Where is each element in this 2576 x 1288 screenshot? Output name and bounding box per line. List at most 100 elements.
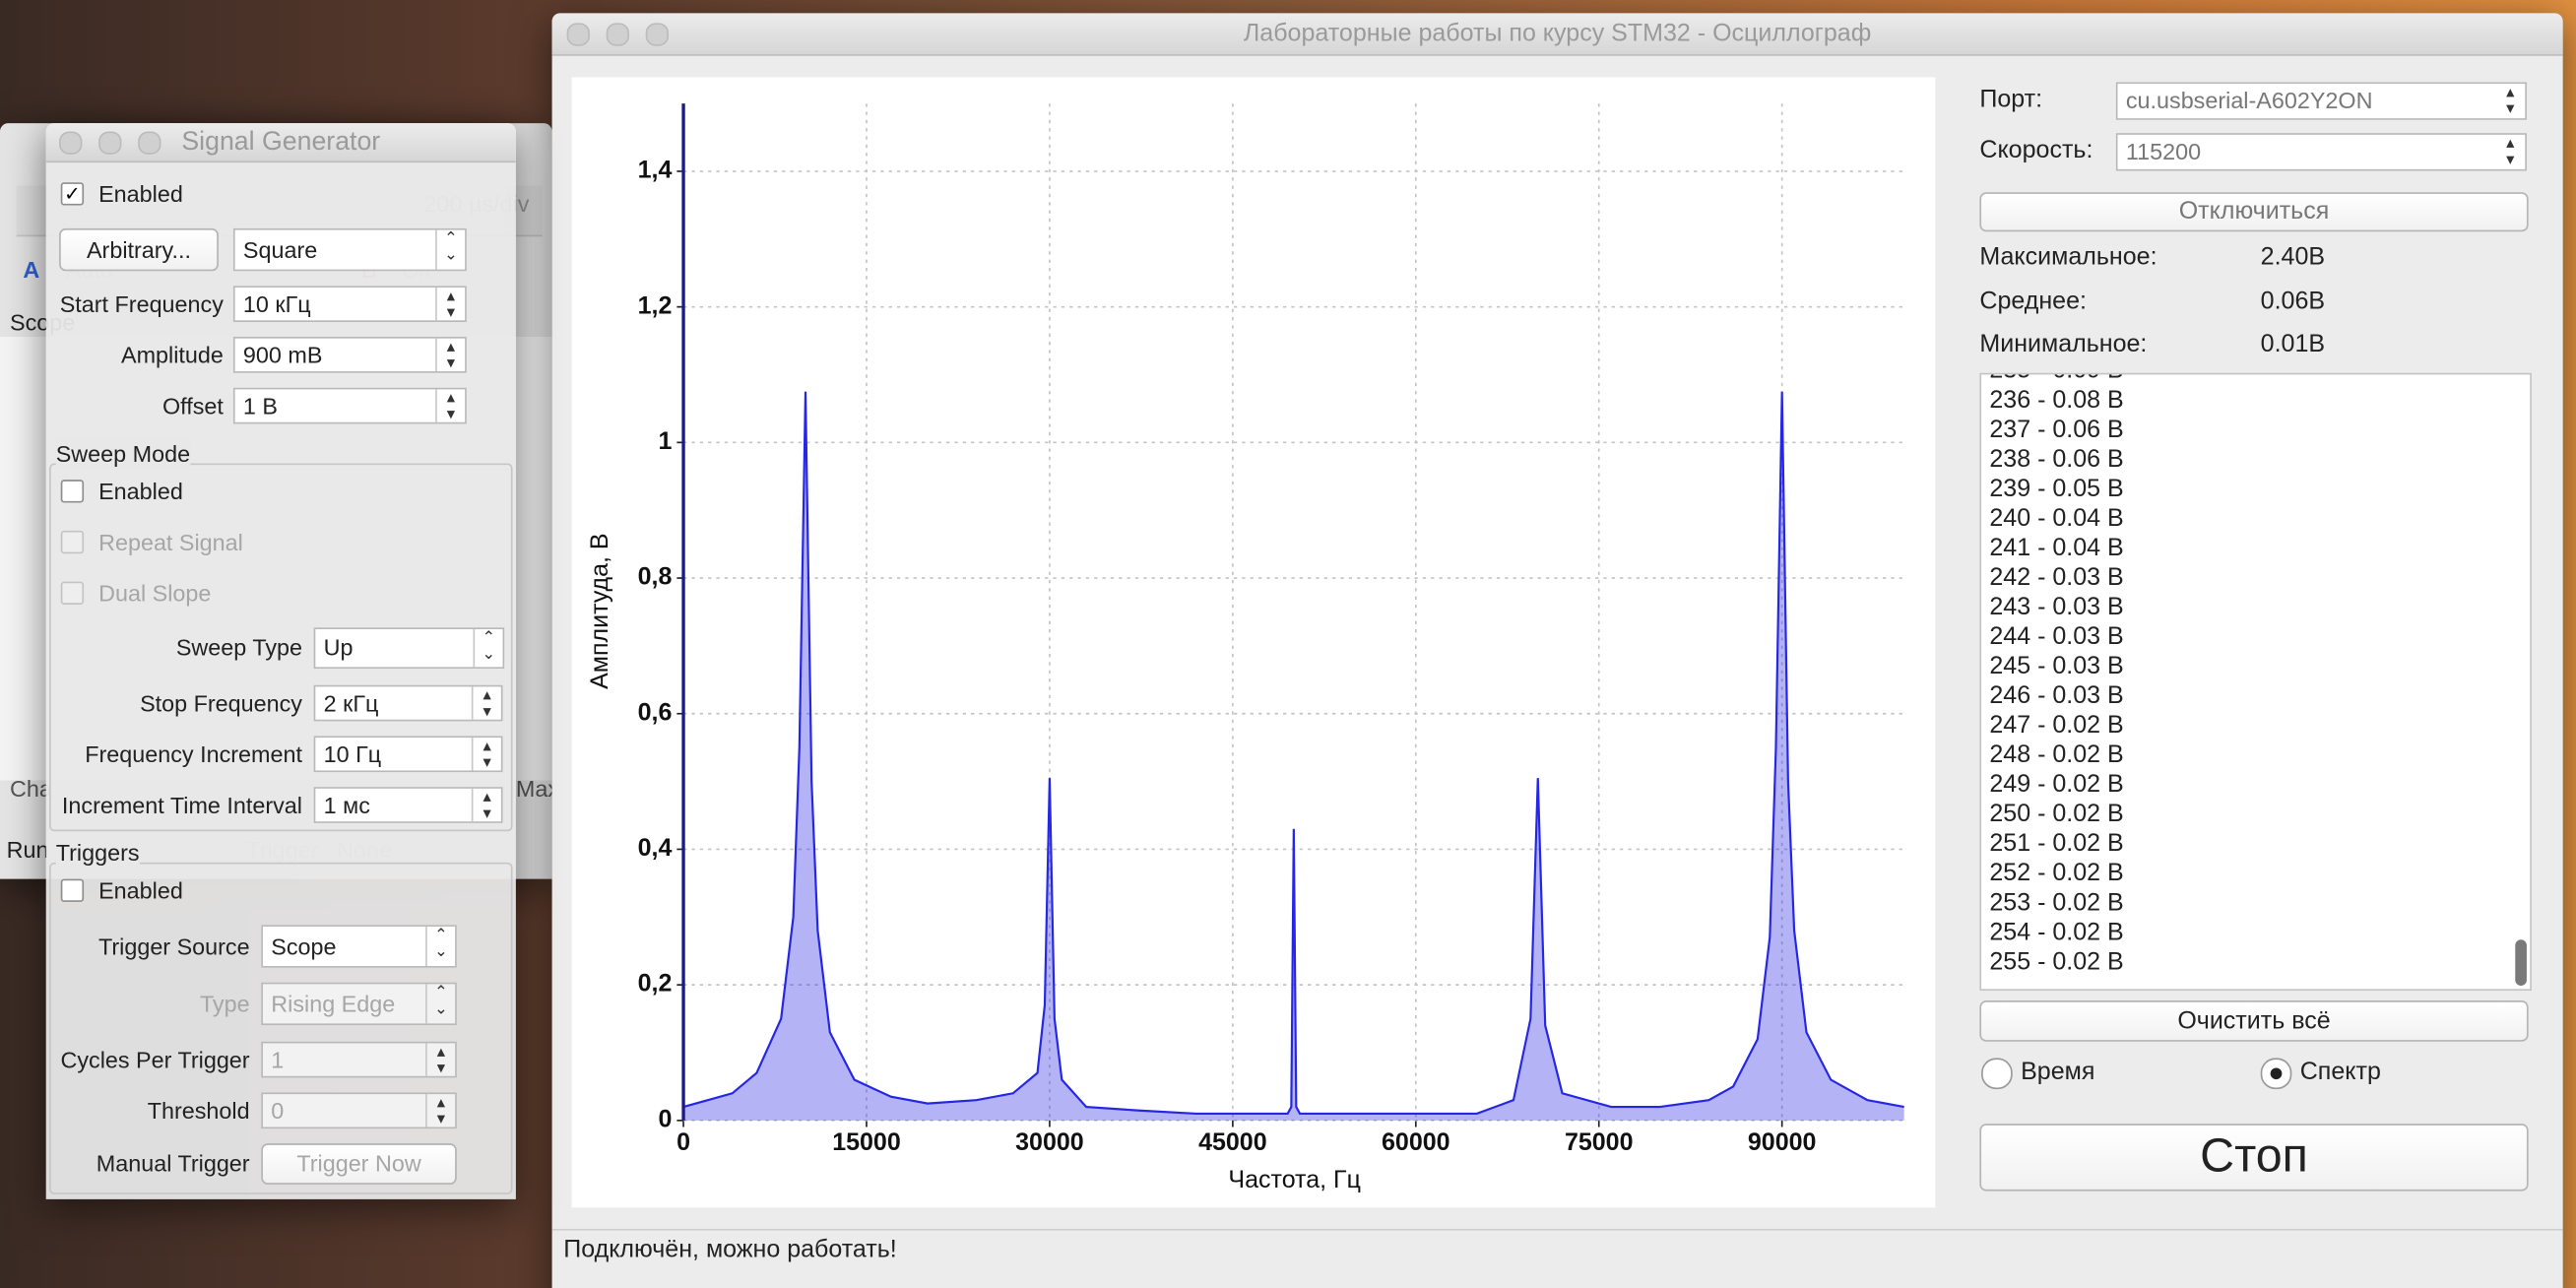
x-tick-label: 30000 <box>1015 1128 1084 1156</box>
log-entry: 247 - 0.02 В <box>1989 711 2124 740</box>
status-text: Подключён, можно работать! <box>563 1235 897 1263</box>
log-entry: 235 - 0.09 В <box>1989 374 2123 386</box>
trigger-source-select[interactable]: Scope ⌃ ⌄ <box>261 925 457 968</box>
offset-value: 1 В <box>242 392 278 419</box>
close-button[interactable] <box>566 23 590 46</box>
spin-arrows: ▴ ▾ <box>425 1043 455 1077</box>
clear-button[interactable]: Очистить всё <box>1979 1000 2529 1042</box>
stop-button[interactable]: Стоп <box>1979 1124 2529 1191</box>
stop-frequency-spin[interactable]: 2 кГц ▴ ▾ <box>313 684 503 722</box>
area-fill <box>683 391 1904 1121</box>
spin-arrows: ▴ ▾ <box>471 686 501 721</box>
radio-spectrum[interactable] <box>2260 1058 2292 1090</box>
select-arrows: ▴ ▾ <box>2506 84 2515 119</box>
plot-panel <box>571 77 1936 1208</box>
spin-arrows: ▴ ▾ <box>435 338 465 372</box>
log-entry: 250 - 0.02 В <box>1989 800 2124 828</box>
log-entry: 245 - 0.03 В <box>1989 652 2124 680</box>
port-value: cu.usbserial-A602Y2ON <box>2125 87 2373 114</box>
cycles-per-trigger-label: Cycles Per Trigger <box>60 1046 250 1073</box>
stop-frequency-value: 2 кГц <box>323 689 379 717</box>
y-tick-label: 1,4 <box>638 157 673 184</box>
y-tick-label: 0,6 <box>638 698 673 726</box>
select-arrows: ⌃ ⌄ <box>473 628 502 668</box>
cycles-per-trigger-spin: 1 ▴ ▾ <box>261 1041 457 1078</box>
cycles-per-trigger-value: 1 <box>271 1046 285 1073</box>
y-tick-label: 0,8 <box>638 563 673 591</box>
x-tick-label: 75000 <box>1565 1128 1634 1156</box>
minimize-button[interactable] <box>606 23 629 46</box>
sweep-mode-title: Sweep Mode <box>55 438 191 469</box>
arbitrary-button[interactable]: Arbitrary... <box>59 227 219 272</box>
title-bar: Signal Generator <box>45 123 516 163</box>
amplitude-label: Amplitude <box>121 342 224 368</box>
log-list[interactable]: 255 - 0.02 В 254 - 0.02 В 253 - 0.02 В 252 … <box>1979 372 2532 992</box>
channel-a: A <box>23 256 40 283</box>
mean-value: 0.06В <box>2260 287 2326 316</box>
title-bar: Лабораторные работы по курсу STM32 - Осц… <box>551 13 2563 56</box>
port-select[interactable]: cu.usbserial-A602Y2ON ▴ ▾ <box>2115 82 2527 120</box>
log-entry: 249 - 0.02 В <box>1989 770 2124 799</box>
frequency-increment-spin[interactable]: 10 Гц ▴ ▾ <box>313 736 503 773</box>
log-entry: 255 - 0.02 В <box>1989 947 2124 977</box>
spin-arrows: ▴ ▾ <box>435 287 465 321</box>
amplitude-spin[interactable]: 900 mB ▴ ▾ <box>232 337 467 373</box>
start-frequency-label: Start Frequency <box>59 290 224 317</box>
radio-spectrum-label: Спектр <box>2299 1058 2381 1086</box>
log-entry: 238 - 0.06 В <box>1989 445 2124 474</box>
checkbox[interactable] <box>60 480 85 503</box>
log-entry: 240 - 0.04 В <box>1989 504 2124 533</box>
radio-dot <box>2270 1067 2283 1080</box>
type-value: Rising Edge <box>271 991 396 1017</box>
log-entry: 236 - 0.08 В <box>1989 386 2124 415</box>
spectrum-line <box>682 391 1904 1116</box>
disconnect-button[interactable]: Отключиться <box>1979 192 2529 232</box>
y-tick-label: 0,4 <box>638 834 673 862</box>
start-frequency-value: 10 кГц <box>242 290 311 317</box>
checkbox-checked[interactable]: ✓ <box>60 182 85 206</box>
select-arrows: ⌃ ⌄ <box>425 984 455 1024</box>
threshold-spin: 0 ▴ ▾ <box>261 1092 457 1129</box>
frequency-increment-value: 10 Гц <box>323 741 382 768</box>
zoom-button[interactable] <box>645 23 670 46</box>
checkbox-disabled <box>60 530 85 554</box>
log-entry: 237 - 0.06 В <box>1989 416 2124 444</box>
offset-label: Offset <box>162 392 224 419</box>
trigger-source-label: Trigger Source <box>97 933 250 960</box>
log-entry: 243 - 0.03 В <box>1989 593 2124 621</box>
y-tick-label: 0,2 <box>638 970 673 998</box>
waveform-select[interactable]: Square ⌃ ⌄ <box>232 227 467 272</box>
channels: Cha <box>10 775 52 803</box>
min-label: Минимальное: <box>1979 330 2148 358</box>
sweep-type-select[interactable]: Up ⌃ ⌄ <box>313 627 505 670</box>
zoom-button[interactable] <box>138 131 161 155</box>
y-tick-label: 0 <box>658 1105 672 1132</box>
sweep-mode-group <box>49 463 513 832</box>
x-axis-label: Частота, Гц <box>1228 1166 1360 1193</box>
amplitude-value: 900 mB <box>242 342 323 368</box>
scrollbar-thumb[interactable] <box>2515 939 2527 987</box>
triggers-group <box>49 862 513 1194</box>
frequency-increment-label: Frequency Increment <box>85 741 302 768</box>
repeat-signal-label: Repeat Signal <box>98 529 243 555</box>
stop-frequency-label: Stop Frequency <box>140 689 302 717</box>
x-tick-label: 60000 <box>1382 1128 1450 1156</box>
increment-time-interval-spin[interactable]: 1 мс ▴ ▾ <box>313 787 503 823</box>
radio-time[interactable] <box>1981 1058 2013 1090</box>
log-entry: 242 - 0.03 В <box>1989 563 2124 592</box>
close-button[interactable] <box>59 131 83 155</box>
checkbox-disabled <box>60 581 85 605</box>
minimize-button[interactable] <box>98 131 122 155</box>
enabled-label: Enabled <box>98 180 183 208</box>
max-label: Максимальное: <box>1979 242 2157 272</box>
select-arrows: ⌃ ⌄ <box>435 229 465 270</box>
speed-select[interactable]: 115200 ▴ ▾ <box>2115 133 2527 171</box>
spin-arrows: ▴ ▾ <box>435 389 465 423</box>
checkbox[interactable] <box>60 878 85 902</box>
offset-spin[interactable]: 1 В ▴ ▾ <box>232 387 467 424</box>
increment-time-interval-value: 1 мс <box>323 792 370 818</box>
log-entry: 251 - 0.02 В <box>1989 829 2124 858</box>
log-entry: 254 - 0.02 В <box>1989 918 2124 946</box>
start-frequency-spin[interactable]: 10 кГц ▴ ▾ <box>232 286 467 322</box>
